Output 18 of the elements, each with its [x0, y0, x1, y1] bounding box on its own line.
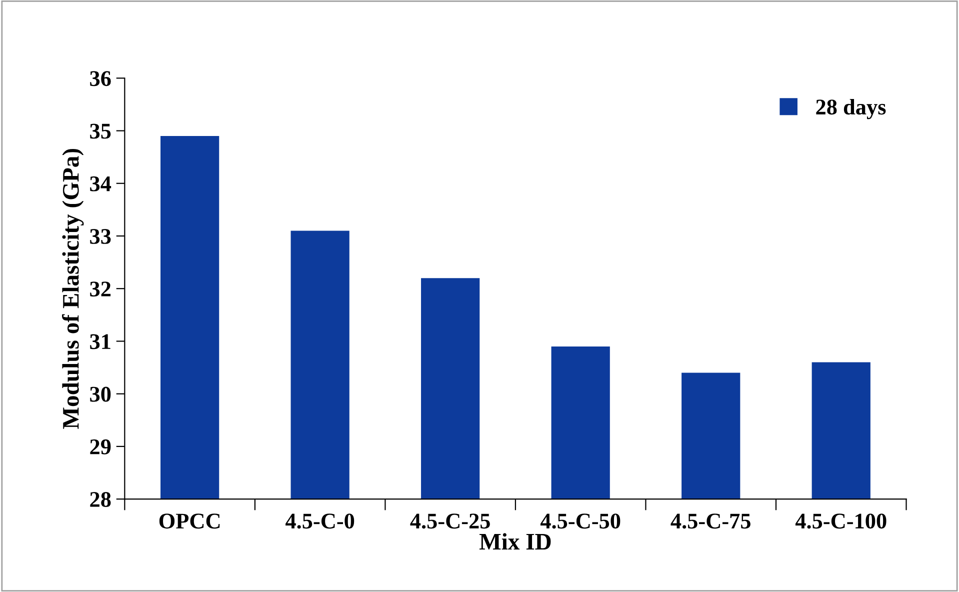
y-tick-label: 33 — [90, 228, 111, 244]
x-tick-label: 4.5-C-50 — [540, 514, 620, 529]
y-tick-label: 29 — [90, 439, 111, 454]
y-tick-label: 31 — [90, 334, 110, 350]
x-tick-label: 4.5-C-75 — [670, 514, 750, 529]
x-tick-label: 4.5-C-0 — [286, 514, 354, 529]
x-tick-label: OPCC — [159, 514, 220, 529]
x-axis-title: Mix ID — [479, 533, 551, 550]
y-axis-title: Modulus of Elasticity (GPa) — [62, 148, 84, 429]
y-tick-label: 36 — [90, 71, 111, 86]
x-tick-label: 4.5-C-25 — [410, 514, 490, 529]
y-tick-label: 35 — [90, 124, 111, 139]
y-tick-label: 32 — [90, 282, 111, 297]
y-tick-label: 30 — [90, 386, 111, 402]
y-tick-label: 28 — [90, 492, 111, 507]
legend-label: 28 days — [816, 98, 886, 120]
y-tick-label: 34 — [90, 176, 112, 192]
x-tick-label: 4.5-C-100 — [795, 514, 886, 529]
